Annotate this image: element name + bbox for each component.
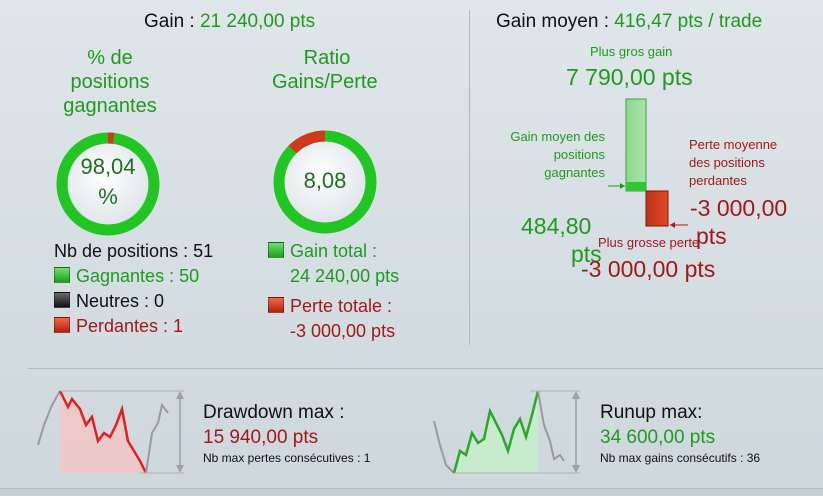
gain-label: Gain : [144, 11, 200, 32]
legend-neutres: Neutres : 0 [54, 291, 164, 312]
plus-grosse-perte-label: Plus grosse perte [598, 235, 699, 250]
drawdown-gray-after [146, 405, 168, 473]
pct-value-number: 98,04 [53, 152, 163, 182]
runup-gray-before [434, 421, 454, 473]
gain-moyen-label: Gain moyen : [496, 11, 614, 32]
perdantes-text: Perdantes : 1 [76, 316, 183, 336]
drawdown-area [60, 391, 146, 473]
gain-value: 21 240,00 pts [200, 11, 315, 32]
drawdown-up-arrow-icon [176, 391, 184, 399]
positions-total-label: Nb de positions : [54, 241, 193, 261]
pct-positions-value: 98,04 % [53, 152, 163, 212]
runup-sparkline [430, 385, 585, 480]
gain-moyen-value: 416,47 pts / trade [614, 11, 762, 32]
black-square-icon [54, 292, 70, 308]
drawdown-value: 15 940,00 pts [203, 427, 318, 449]
drawdown-sparkline [34, 385, 189, 480]
pct-value-unit: % [53, 182, 163, 212]
perte-bar [646, 191, 668, 226]
pm-line2: des positions [689, 154, 777, 172]
plus-gros-gain-value: 7 790,00 pts [566, 64, 693, 91]
green-square-icon [268, 242, 284, 258]
legend-gagnantes: Gagnantes : 50 [54, 266, 199, 287]
horizontal-divider [28, 368, 823, 369]
runup-sub: Nb max gains consécutifs : 36 [600, 451, 760, 465]
plus-gros-gain-label: Plus gros gain [590, 44, 672, 59]
gain-total-label-text: Gain total : [290, 241, 377, 261]
gmp-line2: positions [493, 146, 605, 164]
runup-up-arrow-icon [572, 391, 580, 399]
gmp-value: 484,80 [521, 212, 602, 240]
perte-arrowhead-icon [670, 222, 675, 228]
gain-moyen-marker [626, 182, 646, 191]
ratio-label-line2: Gains/Perte [262, 70, 377, 94]
neutres-text: Neutres : 0 [76, 291, 164, 311]
drawdown-down-arrow-icon [176, 465, 184, 473]
gmp-line3: gagnantes [493, 164, 605, 182]
red-square-icon [54, 317, 70, 333]
gain-moyen-header: Gain moyen : 416,47 pts / trade [496, 11, 762, 33]
legend-perdantes: Perdantes : 1 [54, 316, 183, 337]
red-square-icon [268, 297, 284, 313]
plus-gros-gain-bar [626, 99, 646, 191]
perte-totale-label: Perte totale : [268, 296, 392, 317]
gmp-line1: Gain moyen des [493, 128, 605, 146]
runup-gray-after [538, 391, 564, 461]
positions-total-value: 51 [193, 241, 213, 261]
gain-moyen-positions-label: Gain moyen des positions gagnantes [493, 128, 605, 182]
green-square-icon [54, 267, 70, 283]
perte-moyenne-label: Perte moyenne des positions perdantes [689, 136, 777, 190]
pct-positions-label: % de positions gagnantes [40, 46, 180, 118]
ratio-label-line1: Ratio [262, 46, 377, 70]
pct-label-line2: positions [40, 70, 180, 94]
pm-line1: Perte moyenne [689, 136, 777, 154]
runup-value: 34 600,00 pts [600, 427, 715, 449]
ratio-label: Ratio Gains/Perte [262, 46, 377, 94]
perte-totale-value: -3 000,00 pts [290, 321, 395, 342]
pct-label-line1: % de [40, 46, 180, 70]
pm-line3: perdantes [689, 172, 777, 190]
gain-total-label: Gain total : [268, 241, 377, 262]
positions-total: Nb de positions : 51 [54, 241, 213, 262]
perte-totale-label-text: Perte totale : [290, 296, 392, 316]
runup-title: Runup max: [600, 402, 702, 424]
drawdown-title: Drawdown max : [203, 402, 345, 424]
vertical-divider [469, 10, 470, 345]
gain-total-value: 24 240,00 pts [290, 266, 399, 287]
drawdown-gray-before [38, 391, 60, 445]
runup-down-arrow-icon [572, 465, 580, 473]
gain-moyen-arrowhead-icon [620, 183, 625, 189]
plus-grosse-perte-value: -3 000,00 pts [581, 256, 715, 283]
drawdown-sub: Nb max pertes consécutives : 1 [203, 451, 370, 465]
pm-value: -3 000,00 [690, 194, 787, 222]
pm-unit: pts [690, 222, 787, 250]
gagnantes-text: Gagnantes : 50 [76, 266, 199, 286]
pct-label-line3: gagnantes [40, 94, 180, 118]
ratio-value: 8,08 [270, 166, 380, 196]
gain-header: Gain : 21 240,00 pts [144, 11, 315, 33]
perte-moyenne-value: -3 000,00 pts [690, 194, 787, 250]
